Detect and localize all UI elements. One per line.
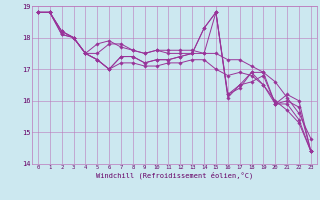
- X-axis label: Windchill (Refroidissement éolien,°C): Windchill (Refroidissement éolien,°C): [96, 172, 253, 179]
